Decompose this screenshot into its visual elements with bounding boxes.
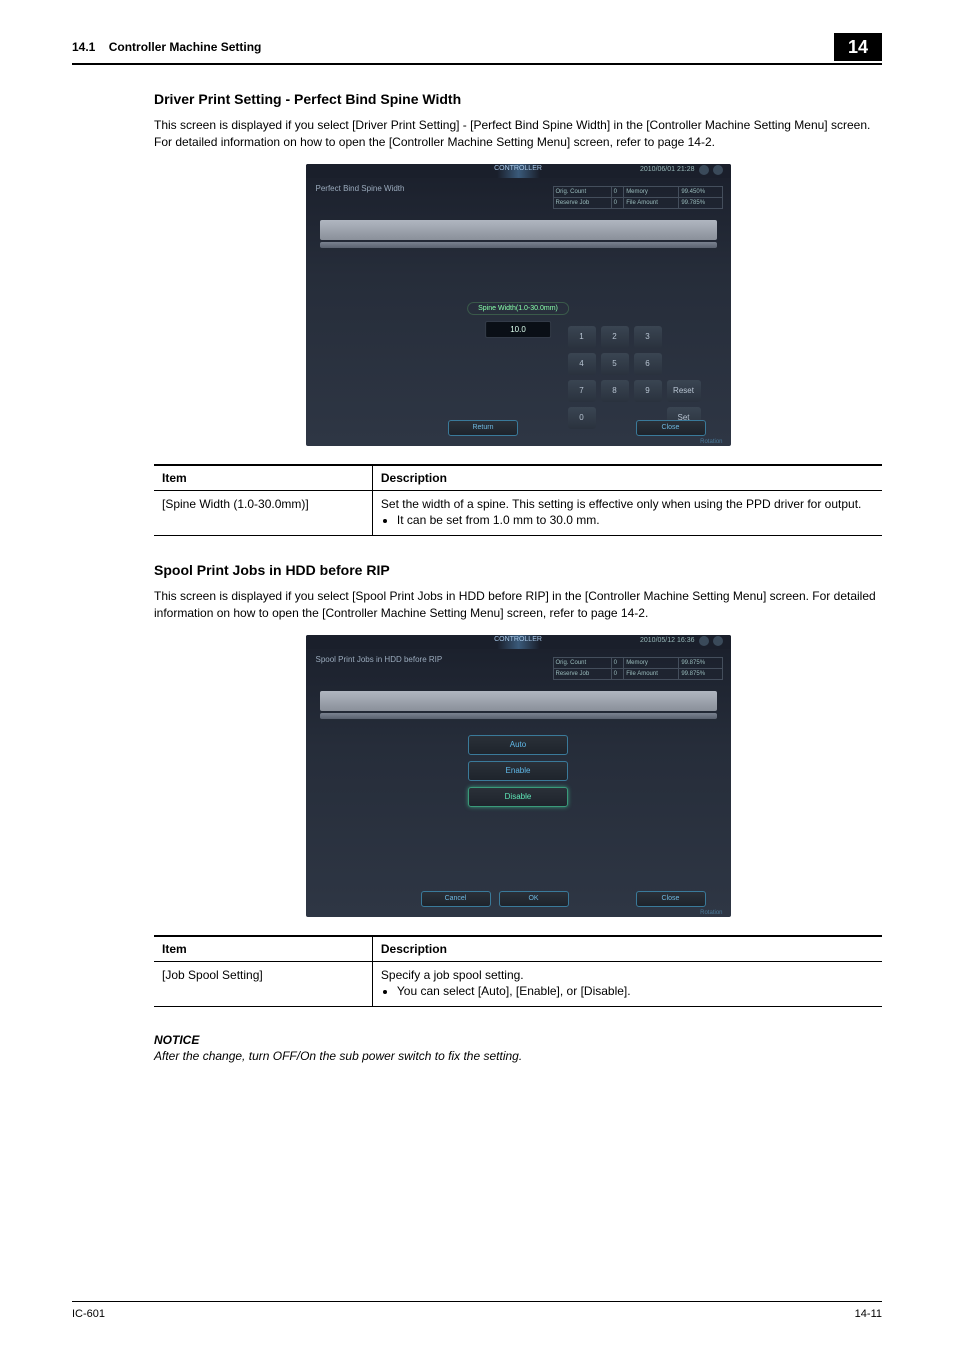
key-8[interactable]: 8 (601, 380, 629, 402)
table2-desc-text: Specify a job spool setting. (381, 968, 524, 982)
sc2-top-label: CONTROLLER (494, 636, 542, 643)
section-number: 14.1 (72, 40, 95, 54)
page: 14.1 Controller Machine Setting 14 Drive… (0, 0, 954, 1350)
table2-header-item: Item (154, 936, 372, 962)
clock-icon (699, 636, 709, 646)
numeric-keypad: 1 2 3 4 5 6 7 8 9 Reset 0 Set (568, 326, 701, 429)
spine-width-value[interactable]: 10.0 (485, 321, 551, 338)
table-desc-text: Set the width of a spine. This setting i… (381, 497, 862, 511)
content: Driver Print Setting - Perfect Bind Spin… (72, 71, 882, 1063)
table-header-item: Item (154, 465, 372, 491)
ok-button[interactable]: OK (499, 891, 569, 907)
memory-label: Memory (624, 657, 679, 668)
table2-desc: Specify a job spool setting. You can sel… (372, 961, 882, 1006)
close-button[interactable]: Close (636, 891, 706, 907)
sc2-top-bar: CONTROLLER 2010/05/12 16:36 (306, 635, 731, 649)
key-2[interactable]: 2 (601, 326, 629, 348)
key-7[interactable]: 7 (568, 380, 596, 402)
sc2-gradient-bar2 (320, 713, 717, 719)
help-icon[interactable] (713, 636, 723, 646)
sc2-bottom-bar: Cancel OK Close (306, 891, 731, 907)
footer-rule (72, 1301, 882, 1303)
clock-icon (699, 165, 709, 175)
file-val: 99.875% (679, 668, 722, 679)
section1-title: Driver Print Setting - Perfect Bind Spin… (154, 91, 882, 107)
section2-table: Item Description [Job Spool Setting] Spe… (154, 935, 882, 1007)
memory-val: 99.875% (679, 657, 722, 668)
sc-gradient-bar (320, 220, 717, 240)
sc2-datetime: 2010/05/12 16:36 (640, 637, 695, 644)
header-rule (72, 63, 882, 65)
key-9[interactable]: 9 (634, 380, 662, 402)
table-item: [Spine Width (1.0-30.0mm)] (154, 490, 372, 535)
orig-count-val: 0 (611, 186, 624, 197)
key-4[interactable]: 4 (568, 353, 596, 375)
screenshot-spool: CONTROLLER 2010/05/12 16:36 Spool Print … (306, 635, 731, 917)
sc2-top-right: 2010/05/12 16:36 (640, 636, 723, 646)
table2-header-desc: Description (372, 936, 882, 962)
reset-button[interactable]: Reset (667, 380, 701, 402)
table2-desc-bullet: You can select [Auto], [Enable], or [Dis… (397, 984, 874, 998)
reserve-label: Reserve Job (553, 197, 611, 208)
section2-title: Spool Print Jobs in HDD before RIP (154, 562, 882, 578)
file-label: File Amount (624, 197, 679, 208)
rotation-label: Rotation (700, 910, 722, 916)
sc2-status-box: Orig. Count0Memory99.875% Reserve Job0Fi… (553, 657, 723, 680)
section1-body: This screen is displayed if you select [… (154, 117, 882, 152)
chapter-badge: 14 (834, 33, 882, 61)
notice-text: After the change, turn OFF/On the sub po… (154, 1049, 882, 1063)
sc-top-right: 2010/06/01 21:28 (640, 165, 723, 175)
footer-right: 14-11 (855, 1308, 882, 1320)
key-1[interactable]: 1 (568, 326, 596, 348)
orig-count-label: Orig. Count (553, 657, 611, 668)
sc-datetime: 2010/06/01 21:28 (640, 166, 695, 173)
reserve-val: 0 (611, 197, 624, 208)
section2-body: This screen is displayed if you select [… (154, 588, 882, 623)
sc-top-label: CONTROLLER (494, 165, 542, 172)
reserve-val: 0 (611, 668, 624, 679)
sc-status-box: Orig. Count0Memory99.450% Reserve Job0Fi… (553, 186, 723, 209)
sc2-gradient-bar (320, 691, 717, 711)
screenshot-spine-width: CONTROLLER 2010/06/01 21:28 Perfect Bind… (306, 164, 731, 446)
table-desc: Set the width of a spine. This setting i… (372, 490, 882, 535)
table-desc-bullet: It can be set from 1.0 mm to 30.0 mm. (397, 513, 874, 527)
rotation-label: Rotation (700, 439, 722, 445)
memory-val: 99.450% (679, 186, 722, 197)
page-header: 14.1 Controller Machine Setting 14 (72, 33, 882, 61)
table-header-desc: Description (372, 465, 882, 491)
table2-item: [Job Spool Setting] (154, 961, 372, 1006)
auto-button[interactable]: Auto (468, 735, 568, 755)
page-footer: IC-601 14-11 (72, 1301, 882, 1321)
file-label: File Amount (624, 668, 679, 679)
header-left: 14.1 Controller Machine Setting (72, 40, 261, 54)
spine-width-box: Spine Width(1.0-30.0mm) 10.0 (467, 302, 569, 338)
sc-bottom-bar: Return Close (306, 420, 731, 436)
key-5[interactable]: 5 (601, 353, 629, 375)
sc-top-bar: CONTROLLER 2010/06/01 21:28 (306, 164, 731, 178)
spine-width-label: Spine Width(1.0-30.0mm) (467, 302, 569, 315)
memory-label: Memory (624, 186, 679, 197)
cancel-button[interactable]: Cancel (421, 891, 491, 907)
return-button[interactable]: Return (448, 420, 518, 436)
file-val: 99.785% (679, 197, 722, 208)
orig-count-label: Orig. Count (553, 186, 611, 197)
footer-left: IC-601 (72, 1308, 105, 1320)
close-button[interactable]: Close (636, 420, 706, 436)
section1-table: Item Description [Spine Width (1.0-30.0m… (154, 464, 882, 536)
notice-heading: NOTICE (154, 1033, 882, 1047)
key-3[interactable]: 3 (634, 326, 662, 348)
reserve-label: Reserve Job (553, 668, 611, 679)
disable-button[interactable]: Disable (468, 787, 568, 807)
help-icon[interactable] (713, 165, 723, 175)
section-title: Controller Machine Setting (109, 40, 262, 54)
option-buttons: Auto Enable Disable (468, 735, 568, 807)
enable-button[interactable]: Enable (468, 761, 568, 781)
sc-gradient-bar2 (320, 242, 717, 248)
orig-count-val: 0 (611, 657, 624, 668)
key-6[interactable]: 6 (634, 353, 662, 375)
